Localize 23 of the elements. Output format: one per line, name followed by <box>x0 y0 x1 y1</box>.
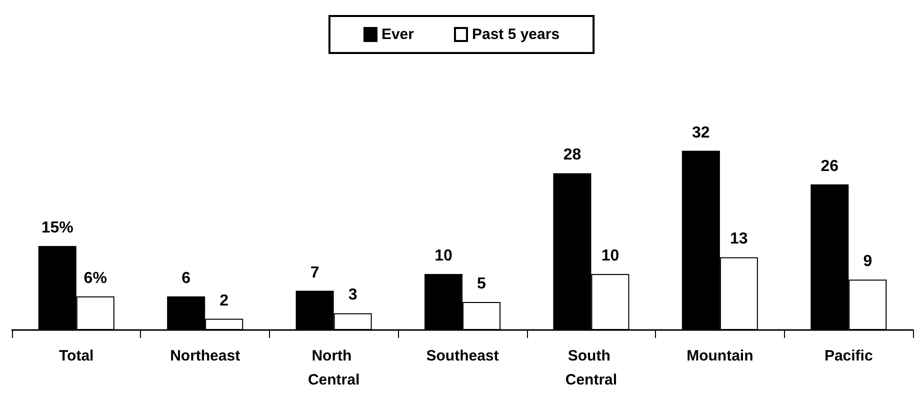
data-label: 10 <box>601 248 620 264</box>
x-tick-label: Southeast <box>426 348 499 364</box>
x-tick-label: Mountain <box>686 348 754 364</box>
data-label: 6 <box>182 270 191 287</box>
x-tick-label: Total <box>59 348 94 364</box>
data-label: 28 <box>563 146 582 164</box>
data-label: 6% <box>84 270 107 287</box>
x-tick-label: Northeast <box>170 348 240 364</box>
data-label: 13 <box>730 230 748 248</box>
data-label: 10 <box>434 248 452 264</box>
data-label: 32 <box>692 124 710 142</box>
x-tick-label: North Central <box>308 348 360 388</box>
data-label: 15% <box>41 220 74 236</box>
data-label: 2 <box>220 292 229 310</box>
data-label: 5 <box>477 276 486 292</box>
legend-label: Ever <box>381 26 414 43</box>
data-label: 7 <box>310 264 320 282</box>
data-label: 9 <box>863 253 872 270</box>
data-label: 3 <box>348 286 358 304</box>
x-tick-label: South Central <box>565 348 618 388</box>
data-label: 26 <box>820 158 839 175</box>
x-tick-label: Pacific <box>824 348 873 364</box>
legend-label: Past 5 years <box>472 26 560 43</box>
